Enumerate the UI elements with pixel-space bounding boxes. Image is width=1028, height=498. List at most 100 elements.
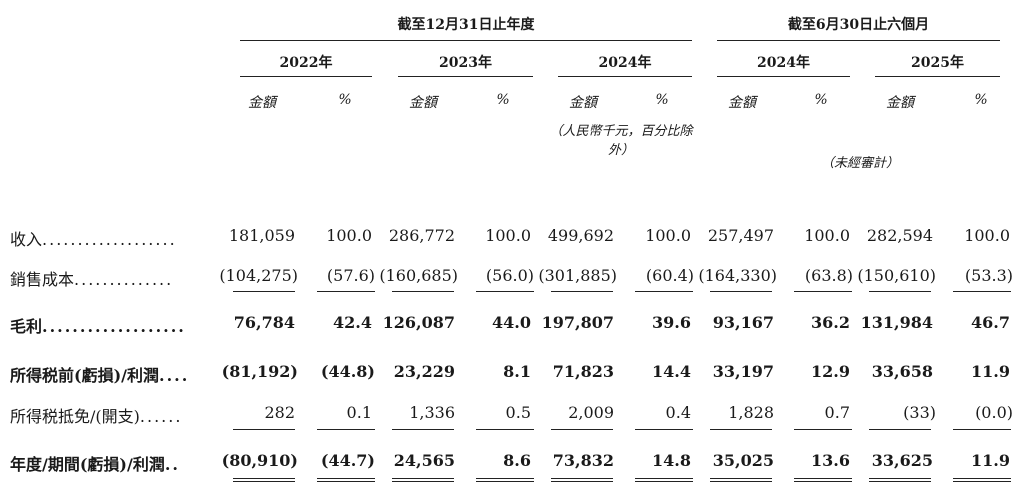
amount-header: 金額 xyxy=(728,95,756,111)
cell-value: 44.0 xyxy=(492,313,531,332)
row-label-revenue: 收入................... xyxy=(10,230,177,249)
unaudited-note: （未經審計） xyxy=(820,156,899,171)
total-double-rule xyxy=(551,478,613,482)
cell-value: 1,828 xyxy=(728,403,774,422)
cell-value: (33) xyxy=(903,403,936,422)
group-header-half: 截至6月30日止六個月 xyxy=(787,17,930,33)
cell-value: (57.6) xyxy=(326,266,375,285)
cell-value: 33,197 xyxy=(712,362,774,381)
cell-value: (301,885) xyxy=(538,266,617,285)
subtotal-rule xyxy=(953,291,1011,292)
subtotal-rule xyxy=(710,429,772,430)
cell-value: 11.9 xyxy=(971,451,1010,470)
cell-value: 100.0 xyxy=(804,226,850,245)
subtotal-rule xyxy=(476,429,534,430)
total-double-rule xyxy=(317,478,375,482)
subtotal-rule xyxy=(710,291,772,292)
group-divider-half xyxy=(717,40,1000,41)
cell-value: (150,610) xyxy=(857,266,936,285)
cell-value: (81,192) xyxy=(221,362,298,381)
cell-value: 12.9 xyxy=(811,362,850,381)
cell-value: 42.4 xyxy=(333,313,372,332)
total-double-rule xyxy=(392,478,454,482)
cell-value: 8.1 xyxy=(503,362,531,381)
subtotal-rule xyxy=(635,291,693,292)
cell-value: (164,330) xyxy=(698,266,777,285)
cell-value: 93,167 xyxy=(712,313,774,332)
cell-value: 0.4 xyxy=(665,403,691,422)
subtotal-rule xyxy=(233,291,295,292)
cell-value: 39.6 xyxy=(652,313,691,332)
cell-value: (44.8) xyxy=(320,362,375,381)
subtotal-rule xyxy=(476,291,534,292)
cell-value: (63.8) xyxy=(804,266,853,285)
subtotal-rule xyxy=(635,429,693,430)
cell-value: 33,625 xyxy=(871,451,933,470)
cell-value: 71,823 xyxy=(552,362,614,381)
cell-value: (80,910) xyxy=(221,451,298,470)
pct-header: % xyxy=(496,92,510,108)
cell-value: 14.4 xyxy=(652,362,691,381)
cell-value: 73,832 xyxy=(552,451,614,470)
cell-value: (56.0) xyxy=(485,266,534,285)
year-header-2024: 2024年 xyxy=(598,55,652,71)
year-header-2024-h1: 2024年 xyxy=(757,55,810,71)
amount-header: 金額 xyxy=(886,95,914,111)
total-double-rule xyxy=(869,478,931,482)
pct-header: % xyxy=(814,92,828,108)
subtotal-rule xyxy=(794,429,852,430)
cell-value: 100.0 xyxy=(964,226,1010,245)
subtotal-rule xyxy=(317,291,375,292)
subtotal-rule xyxy=(869,291,931,292)
total-double-rule xyxy=(476,478,534,482)
subtotal-rule xyxy=(794,291,852,292)
cell-value: 181,059 xyxy=(228,226,295,245)
total-double-rule xyxy=(953,478,1011,482)
cell-value: 36.2 xyxy=(811,313,850,332)
row-label-gross-profit: 毛利................... xyxy=(10,317,186,336)
subtotal-rule xyxy=(392,291,454,292)
row-label-profit-for-period: 年度/期間(虧損)/利潤.. xyxy=(10,455,180,474)
cell-value: 46.7 xyxy=(971,313,1010,332)
cell-value: 126,087 xyxy=(382,313,455,332)
cell-value: 0.5 xyxy=(505,403,531,422)
cell-value: 286,772 xyxy=(388,226,455,245)
cell-value: 499,692 xyxy=(547,226,614,245)
group-header-year: 截至12月31日止年度 xyxy=(397,17,535,33)
cell-value: (44.7) xyxy=(320,451,375,470)
cell-value: 131,984 xyxy=(860,313,933,332)
cell-value: 23,229 xyxy=(393,362,455,381)
subtotal-rule xyxy=(869,429,931,430)
cell-value: 8.6 xyxy=(503,451,531,470)
cell-value: 11.9 xyxy=(971,362,1010,381)
year-header-2022: 2022年 xyxy=(279,55,333,71)
amount-header: 金額 xyxy=(409,95,437,111)
total-double-rule xyxy=(233,478,295,482)
pct-header: % xyxy=(338,92,352,108)
cell-value: (0.0) xyxy=(975,403,1013,422)
total-double-rule xyxy=(635,478,693,482)
total-double-rule xyxy=(710,478,772,482)
cell-value: 100.0 xyxy=(645,226,691,245)
cell-value: 76,784 xyxy=(233,313,295,332)
cell-value: 35,025 xyxy=(712,451,774,470)
cell-value: (53.3) xyxy=(964,266,1013,285)
row-label-income-tax: 所得税抵免/(開支)...... xyxy=(10,407,183,426)
total-double-rule xyxy=(794,478,852,482)
amount-header: 金額 xyxy=(248,95,276,111)
cell-value: 33,658 xyxy=(871,362,933,381)
row-label-cost-of-sales: 銷售成本.............. xyxy=(10,270,174,289)
year-divider xyxy=(240,76,372,77)
cell-value: 282 xyxy=(264,403,295,422)
subtotal-rule xyxy=(233,429,295,430)
cell-value: 100.0 xyxy=(485,226,531,245)
pct-header: % xyxy=(974,92,988,108)
cell-value: 13.6 xyxy=(811,451,850,470)
year-divider xyxy=(875,76,1000,77)
amount-header: 金額 xyxy=(569,95,597,111)
group-divider-year xyxy=(240,40,692,41)
row-label-profit-before-tax: 所得税前(虧損)/利潤.... xyxy=(10,366,190,385)
subtotal-rule xyxy=(317,429,375,430)
cell-value: 0.1 xyxy=(346,403,372,422)
subtotal-rule xyxy=(953,429,1011,430)
